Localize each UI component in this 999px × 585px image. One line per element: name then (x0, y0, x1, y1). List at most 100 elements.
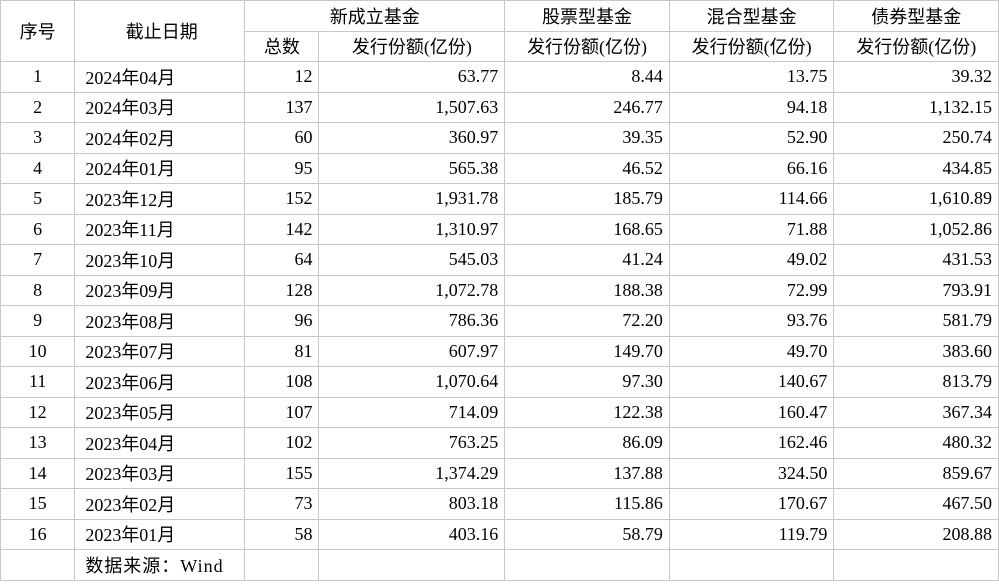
cell-bond: 208.88 (834, 519, 999, 550)
table-row: 52023年12月1521,931.78185.79114.661,610.89 (1, 184, 999, 215)
cell-mixed: 66.16 (669, 153, 834, 184)
cell-stock: 115.86 (505, 489, 670, 520)
cell-stock: 168.65 (505, 214, 670, 245)
cell-stock: 41.24 (505, 245, 670, 276)
cell-mixed: 13.75 (669, 62, 834, 93)
cell-seq: 12 (1, 397, 75, 428)
cell-count: 102 (245, 428, 319, 459)
cell-mixed: 71.88 (669, 214, 834, 245)
cell-bond: 1,610.89 (834, 184, 999, 215)
cell-date: 2023年07月 (75, 336, 245, 367)
table-row: 42024年01月95565.3846.5266.16434.85 (1, 153, 999, 184)
cell-bond: 480.32 (834, 428, 999, 459)
cell-issue: 786.36 (319, 306, 505, 337)
table-row: 22024年03月1371,507.63246.7794.181,132.15 (1, 92, 999, 123)
header-mixed-issue: 发行份额(亿份) (669, 31, 834, 62)
cell-seq: 4 (1, 153, 75, 184)
cell-bond: 431.53 (834, 245, 999, 276)
cell-count: 108 (245, 367, 319, 398)
cell-issue: 565.38 (319, 153, 505, 184)
cell-mixed: 49.02 (669, 245, 834, 276)
table-row: 112023年06月1081,070.6497.30140.67813.79 (1, 367, 999, 398)
cell-stock: 46.52 (505, 153, 670, 184)
cell-seq: 2 (1, 92, 75, 123)
cell-seq: 1 (1, 62, 75, 93)
cell-date: 2023年03月 (75, 458, 245, 489)
header-seq: 序号 (1, 1, 75, 62)
cell-mixed: 72.99 (669, 275, 834, 306)
cell-issue: 403.16 (319, 519, 505, 550)
table-footer: 数据来源：Wind (1, 550, 999, 581)
table-row: 152023年02月73803.18115.86170.67467.50 (1, 489, 999, 520)
header-bond-issue: 发行份额(亿份) (834, 31, 999, 62)
cell-count: 142 (245, 214, 319, 245)
header-count: 总数 (245, 31, 319, 62)
cell-count: 152 (245, 184, 319, 215)
cell-stock: 122.38 (505, 397, 670, 428)
table-row: 132023年04月102763.2586.09162.46480.32 (1, 428, 999, 459)
table-row: 62023年11月1421,310.97168.6571.881,052.86 (1, 214, 999, 245)
cell-stock: 185.79 (505, 184, 670, 215)
cell-date: 2023年04月 (75, 428, 245, 459)
table-body: 12024年04月1263.778.4413.7539.3222024年03月1… (1, 62, 999, 550)
cell-issue: 1,374.29 (319, 458, 505, 489)
cell-mixed: 49.70 (669, 336, 834, 367)
cell-stock: 188.38 (505, 275, 670, 306)
cell-seq: 6 (1, 214, 75, 245)
cell-bond: 467.50 (834, 489, 999, 520)
cell-issue: 1,310.97 (319, 214, 505, 245)
cell-issue: 1,072.78 (319, 275, 505, 306)
cell-issue: 545.03 (319, 245, 505, 276)
cell-bond: 581.79 (834, 306, 999, 337)
cell-seq: 3 (1, 123, 75, 154)
cell-seq: 14 (1, 458, 75, 489)
header-stock-issue: 发行份额(亿份) (505, 31, 670, 62)
table-row: 92023年08月96786.3672.2093.76581.79 (1, 306, 999, 337)
cell-seq: 16 (1, 519, 75, 550)
cell-count: 58 (245, 519, 319, 550)
cell-mixed: 160.47 (669, 397, 834, 428)
cell-mixed: 170.67 (669, 489, 834, 520)
cell-count: 137 (245, 92, 319, 123)
cell-stock: 149.70 (505, 336, 670, 367)
cell-date: 2023年05月 (75, 397, 245, 428)
cell-stock: 246.77 (505, 92, 670, 123)
table-row: 162023年01月58403.1658.79119.79208.88 (1, 519, 999, 550)
header-date: 截止日期 (75, 1, 245, 62)
table-row: 32024年02月60360.9739.3552.90250.74 (1, 123, 999, 154)
cell-stock: 137.88 (505, 458, 670, 489)
cell-stock: 97.30 (505, 367, 670, 398)
cell-stock: 58.79 (505, 519, 670, 550)
cell-issue: 1,070.64 (319, 367, 505, 398)
cell-date: 2024年01月 (75, 153, 245, 184)
header-stockfund: 股票型基金 (505, 1, 670, 32)
source-empty-mixed (669, 550, 834, 581)
header-newfund-issue: 发行份额(亿份) (319, 31, 505, 62)
cell-mixed: 162.46 (669, 428, 834, 459)
source-empty-seq (1, 550, 75, 581)
cell-date: 2023年09月 (75, 275, 245, 306)
fund-table-container: 序号 截止日期 新成立基金 股票型基金 混合型基金 债券型基金 总数 发行份额(… (0, 0, 999, 585)
cell-seq: 10 (1, 336, 75, 367)
source-cell: 数据来源：Wind (75, 550, 245, 581)
fund-table: 序号 截止日期 新成立基金 股票型基金 混合型基金 债券型基金 总数 发行份额(… (0, 0, 999, 581)
cell-mixed: 140.67 (669, 367, 834, 398)
cell-seq: 7 (1, 245, 75, 276)
cell-count: 107 (245, 397, 319, 428)
header-newfund: 新成立基金 (245, 1, 505, 32)
source-empty-issue (319, 550, 505, 581)
cell-stock: 86.09 (505, 428, 670, 459)
table-row: 82023年09月1281,072.78188.3872.99793.91 (1, 275, 999, 306)
cell-date: 2023年11月 (75, 214, 245, 245)
cell-stock: 72.20 (505, 306, 670, 337)
cell-mixed: 324.50 (669, 458, 834, 489)
cell-count: 64 (245, 245, 319, 276)
cell-count: 73 (245, 489, 319, 520)
table-row: 72023年10月64545.0341.2449.02431.53 (1, 245, 999, 276)
cell-count: 128 (245, 275, 319, 306)
cell-seq: 15 (1, 489, 75, 520)
cell-bond: 250.74 (834, 123, 999, 154)
cell-mixed: 94.18 (669, 92, 834, 123)
header-bondfund: 债券型基金 (834, 1, 999, 32)
cell-count: 60 (245, 123, 319, 154)
